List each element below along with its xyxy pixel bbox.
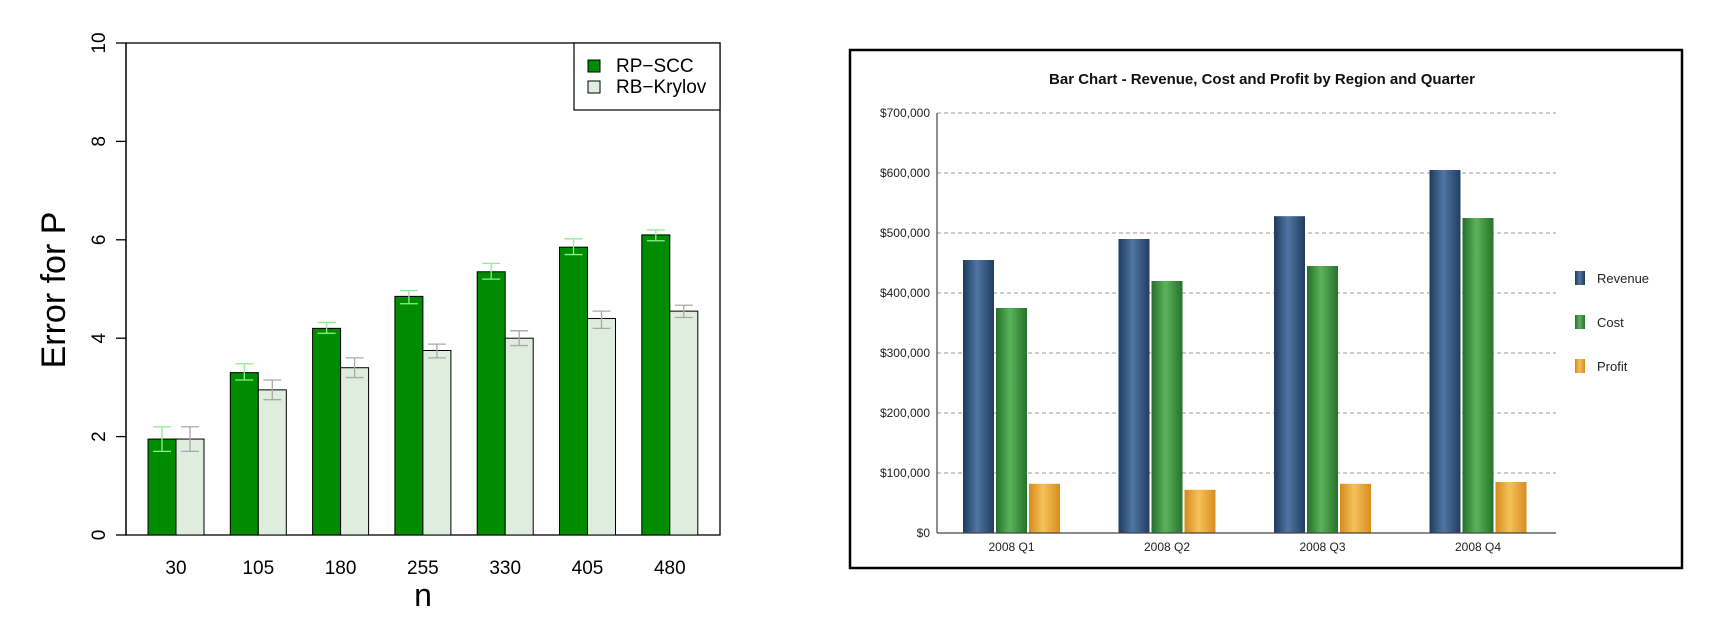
right-legend-label: Profit [1597, 359, 1628, 374]
left-x-tick-label: 30 [165, 558, 186, 579]
right-gridlines [937, 112, 1556, 474]
right-x-tick-label: 2008 Q2 [1144, 540, 1190, 554]
left-bar [641, 234, 671, 536]
right-y-tick-label: $700,000 [880, 106, 930, 120]
right-x-axis: 2008 Q1 2008 Q2 2008 Q3 2008 Q4 [988, 540, 1501, 554]
left-bar [175, 438, 205, 536]
left-bar [504, 337, 534, 536]
left-x-tick-label: 180 [325, 558, 357, 579]
right-legend: Revenue Cost Profit [1575, 271, 1649, 374]
right-chart-title: Bar Chart - Revenue, Cost and Profit by … [1049, 71, 1475, 88]
left-bar [257, 389, 287, 536]
right-y-axis: $0 $100,000 $200,000 $300,000 $400,000 $500,0… [880, 106, 930, 540]
right-bar-revenue [1118, 239, 1150, 533]
legend-swatch-rp-scc [587, 59, 601, 73]
left-y-tick-label: 6 [89, 235, 110, 246]
left-x-axis: 30 105 180 255 330 405 480 [165, 558, 685, 579]
left-y-tick-label: 4 [89, 332, 110, 343]
legend-swatch-rb-krylov [587, 80, 601, 94]
left-bar [476, 271, 506, 536]
left-x-tick-label: 330 [489, 558, 521, 579]
left-bars [147, 229, 699, 536]
legend-label-rb-krylov: RB−Krylov [616, 77, 707, 98]
right-bar-profit [1184, 489, 1216, 533]
right-legend-label: Cost [1597, 315, 1624, 330]
right-y-tick-label: $300,000 [880, 346, 930, 360]
legend-label-rp-scc: RP−SCC [616, 56, 694, 77]
left-bar [312, 327, 342, 536]
left-chart: 0 2 4 6 8 10 30 105 180 255 330 405 480 Error for P… [35, 32, 721, 613]
right-bar-profit [1029, 483, 1060, 533]
left-y-axis-title: Error for P [35, 212, 73, 369]
right-bar-revenue [963, 260, 994, 533]
right-bar-cost [996, 308, 1027, 533]
right-bar-cost [1307, 266, 1338, 533]
left-y-tick-label: 0 [89, 530, 110, 541]
right-x-tick-label: 2008 Q3 [1299, 540, 1345, 554]
right-bar-profit [1495, 482, 1527, 533]
right-bar-profit [1340, 483, 1371, 533]
right-x-tick-label: 2008 Q4 [1455, 540, 1501, 554]
left-x-axis-title: n [414, 577, 432, 613]
left-bar [669, 310, 699, 536]
right-bar-cost [1151, 281, 1183, 533]
left-bar [394, 295, 424, 536]
right-bars [963, 170, 1527, 533]
right-x-tick-label: 2008 Q1 [988, 540, 1034, 554]
right-legend-swatch [1575, 359, 1585, 373]
left-bar [147, 438, 177, 536]
left-bar [587, 318, 616, 536]
left-y-tick-label: 2 [89, 431, 110, 442]
left-bar [422, 350, 452, 536]
left-bar [229, 372, 259, 536]
right-y-tick-label: $100,000 [880, 466, 930, 480]
right-y-tick-label: $600,000 [880, 166, 930, 180]
left-legend: RP−SCC RB−Krylov [573, 42, 721, 111]
left-x-tick-label: 480 [654, 558, 686, 579]
right-legend-swatch [1575, 271, 1585, 285]
left-y-axis: 0 2 4 6 8 10 [89, 32, 127, 541]
right-legend-label: Revenue [1597, 271, 1649, 286]
left-legend-box [573, 42, 721, 111]
right-bar-revenue [1274, 216, 1305, 533]
right-bar-revenue [1429, 170, 1461, 533]
left-x-tick-label: 105 [242, 558, 274, 579]
right-legend-swatch [1575, 315, 1585, 329]
right-y-tick-label: $0 [917, 526, 931, 540]
left-x-tick-label: 405 [572, 558, 604, 579]
right-y-tick-label: $200,000 [880, 406, 930, 420]
right-y-tick-label: $500,000 [880, 226, 930, 240]
left-y-tick-label: 10 [89, 32, 110, 53]
left-bar [559, 246, 588, 536]
right-chart: Bar Chart - Revenue, Cost and Profit by … [848, 48, 1684, 570]
right-y-tick-label: $400,000 [880, 286, 930, 300]
left-x-tick-label: 255 [407, 558, 439, 579]
left-y-tick-label: 8 [89, 136, 110, 147]
right-bar-cost [1462, 218, 1494, 533]
left-bar [340, 367, 370, 536]
